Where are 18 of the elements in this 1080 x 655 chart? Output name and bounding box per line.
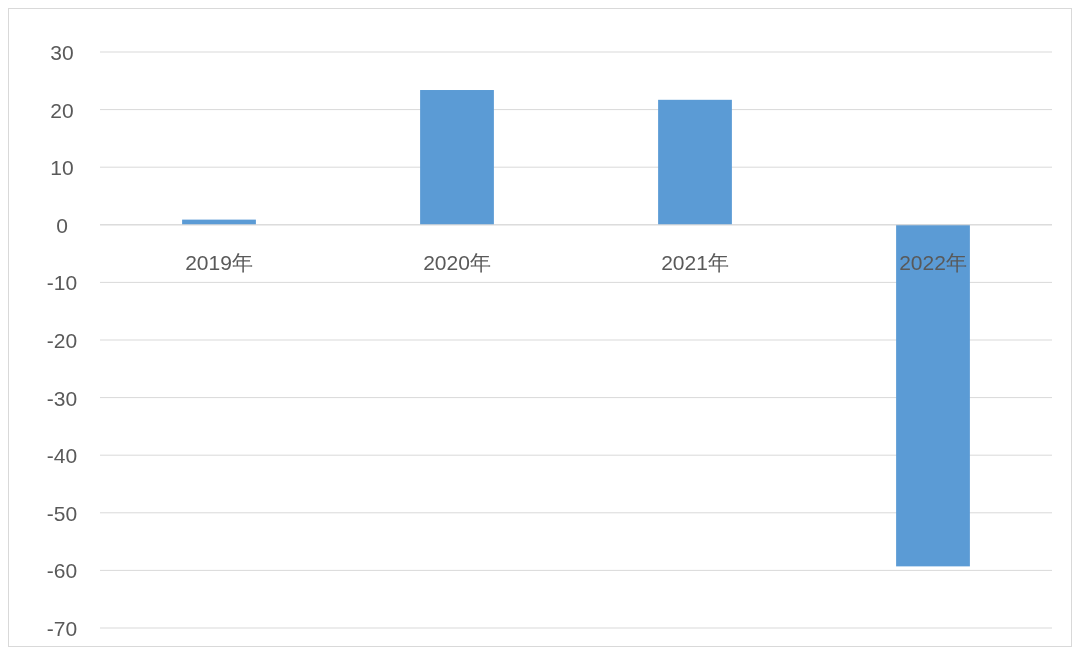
- y-tick-label: 0: [56, 213, 68, 237]
- y-tick-label: -30: [46, 386, 78, 410]
- x-tick-label: 2022年: [899, 250, 967, 274]
- bar: [658, 99, 732, 225]
- y-tick-label: -40: [46, 444, 78, 468]
- y-tick-label: -70: [46, 617, 78, 640]
- y-tick-label: -50: [46, 501, 78, 525]
- x-tick-label: 2019年: [185, 250, 253, 274]
- y-tick-label: -20: [46, 329, 78, 352]
- bar: [896, 224, 970, 567]
- y-tick-label: 20: [50, 98, 74, 122]
- y-tick-label: -60: [46, 559, 78, 583]
- y-tick-label: 10: [50, 156, 74, 180]
- bar: [420, 90, 494, 225]
- y-tick-label: -10: [46, 271, 78, 295]
- x-tick-label: 2021年: [661, 250, 729, 274]
- y-tick-label: 30: [50, 41, 74, 64]
- x-tick-label: 2020年: [423, 250, 491, 274]
